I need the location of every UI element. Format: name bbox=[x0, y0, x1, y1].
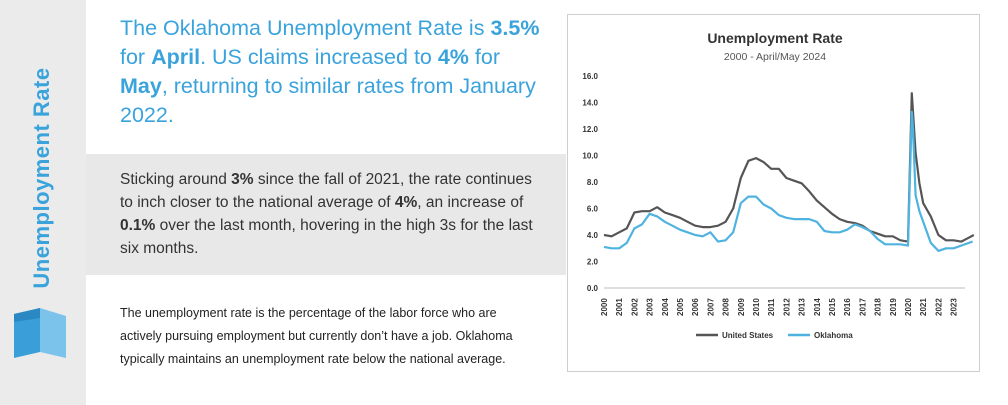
x-tick-label: 2007 bbox=[706, 298, 715, 316]
series-line-united-states bbox=[603, 92, 975, 243]
x-tick-label: 2023 bbox=[950, 298, 959, 316]
x-tick-label: 2010 bbox=[752, 298, 761, 316]
x-tick-label: 2019 bbox=[889, 298, 898, 316]
summary-band bbox=[86, 154, 566, 275]
y-tick-label: 12.0 bbox=[582, 125, 598, 134]
headline: The Oklahoma Unemployment Rate is 3.5% f… bbox=[120, 16, 540, 127]
legend-label: United States bbox=[722, 331, 774, 340]
summary-text: Sticking around 3% since the fall of 202… bbox=[120, 171, 533, 257]
x-tick-label: 2000 bbox=[600, 298, 609, 316]
x-tick-label: 2022 bbox=[934, 298, 943, 316]
x-tick-label: 2003 bbox=[646, 298, 655, 316]
x-tick-label: 2008 bbox=[722, 298, 731, 316]
unemployment-chart: Unemployment Rate 2000 - April/May 2024 … bbox=[582, 30, 975, 340]
y-tick-label: 10.0 bbox=[582, 152, 598, 161]
sidebar-title: Unemployment Rate bbox=[29, 67, 54, 289]
x-tick-label: 2018 bbox=[874, 298, 883, 316]
series-line-oklahoma bbox=[603, 110, 973, 252]
x-tick-label: 2016 bbox=[843, 298, 852, 316]
x-tick-label: 2012 bbox=[782, 298, 791, 316]
x-tick-label: 2020 bbox=[904, 298, 913, 316]
x-tick-label: 2002 bbox=[630, 298, 639, 316]
chart-subtitle: 2000 - April/May 2024 bbox=[724, 51, 826, 63]
y-tick-label: 8.0 bbox=[587, 178, 599, 187]
x-tick-label: 2015 bbox=[828, 298, 837, 316]
x-tick-label: 2021 bbox=[919, 298, 928, 316]
legend-label: Oklahoma bbox=[814, 331, 853, 340]
y-tick-label: 16.0 bbox=[582, 72, 598, 81]
chart-frame: Unemployment Rate 2000 - April/May 2024 … bbox=[567, 14, 980, 372]
x-tick-label: 2001 bbox=[615, 298, 624, 316]
x-tick-label: 2005 bbox=[676, 298, 685, 316]
y-tick-label: 6.0 bbox=[587, 205, 599, 214]
x-tick-label: 2004 bbox=[661, 298, 670, 316]
y-tick-label: 0.0 bbox=[587, 284, 599, 293]
x-tick-label: 2011 bbox=[767, 298, 776, 316]
chart-title: Unemployment Rate bbox=[707, 30, 843, 46]
y-tick-label: 14.0 bbox=[582, 99, 598, 108]
definition-text: The unemployment rate is the percentage … bbox=[120, 306, 513, 366]
blue-folded-ribbon-icon bbox=[14, 308, 66, 358]
x-tick-label: 2009 bbox=[737, 298, 746, 316]
sidebar: Unemployment Rate bbox=[0, 0, 86, 405]
x-tick-label: 2014 bbox=[813, 298, 822, 316]
y-tick-label: 4.0 bbox=[587, 231, 599, 240]
y-tick-label: 2.0 bbox=[587, 258, 599, 267]
x-tick-label: 2006 bbox=[691, 298, 700, 316]
x-tick-label: 2013 bbox=[798, 298, 807, 316]
x-tick-label: 2017 bbox=[858, 298, 867, 316]
